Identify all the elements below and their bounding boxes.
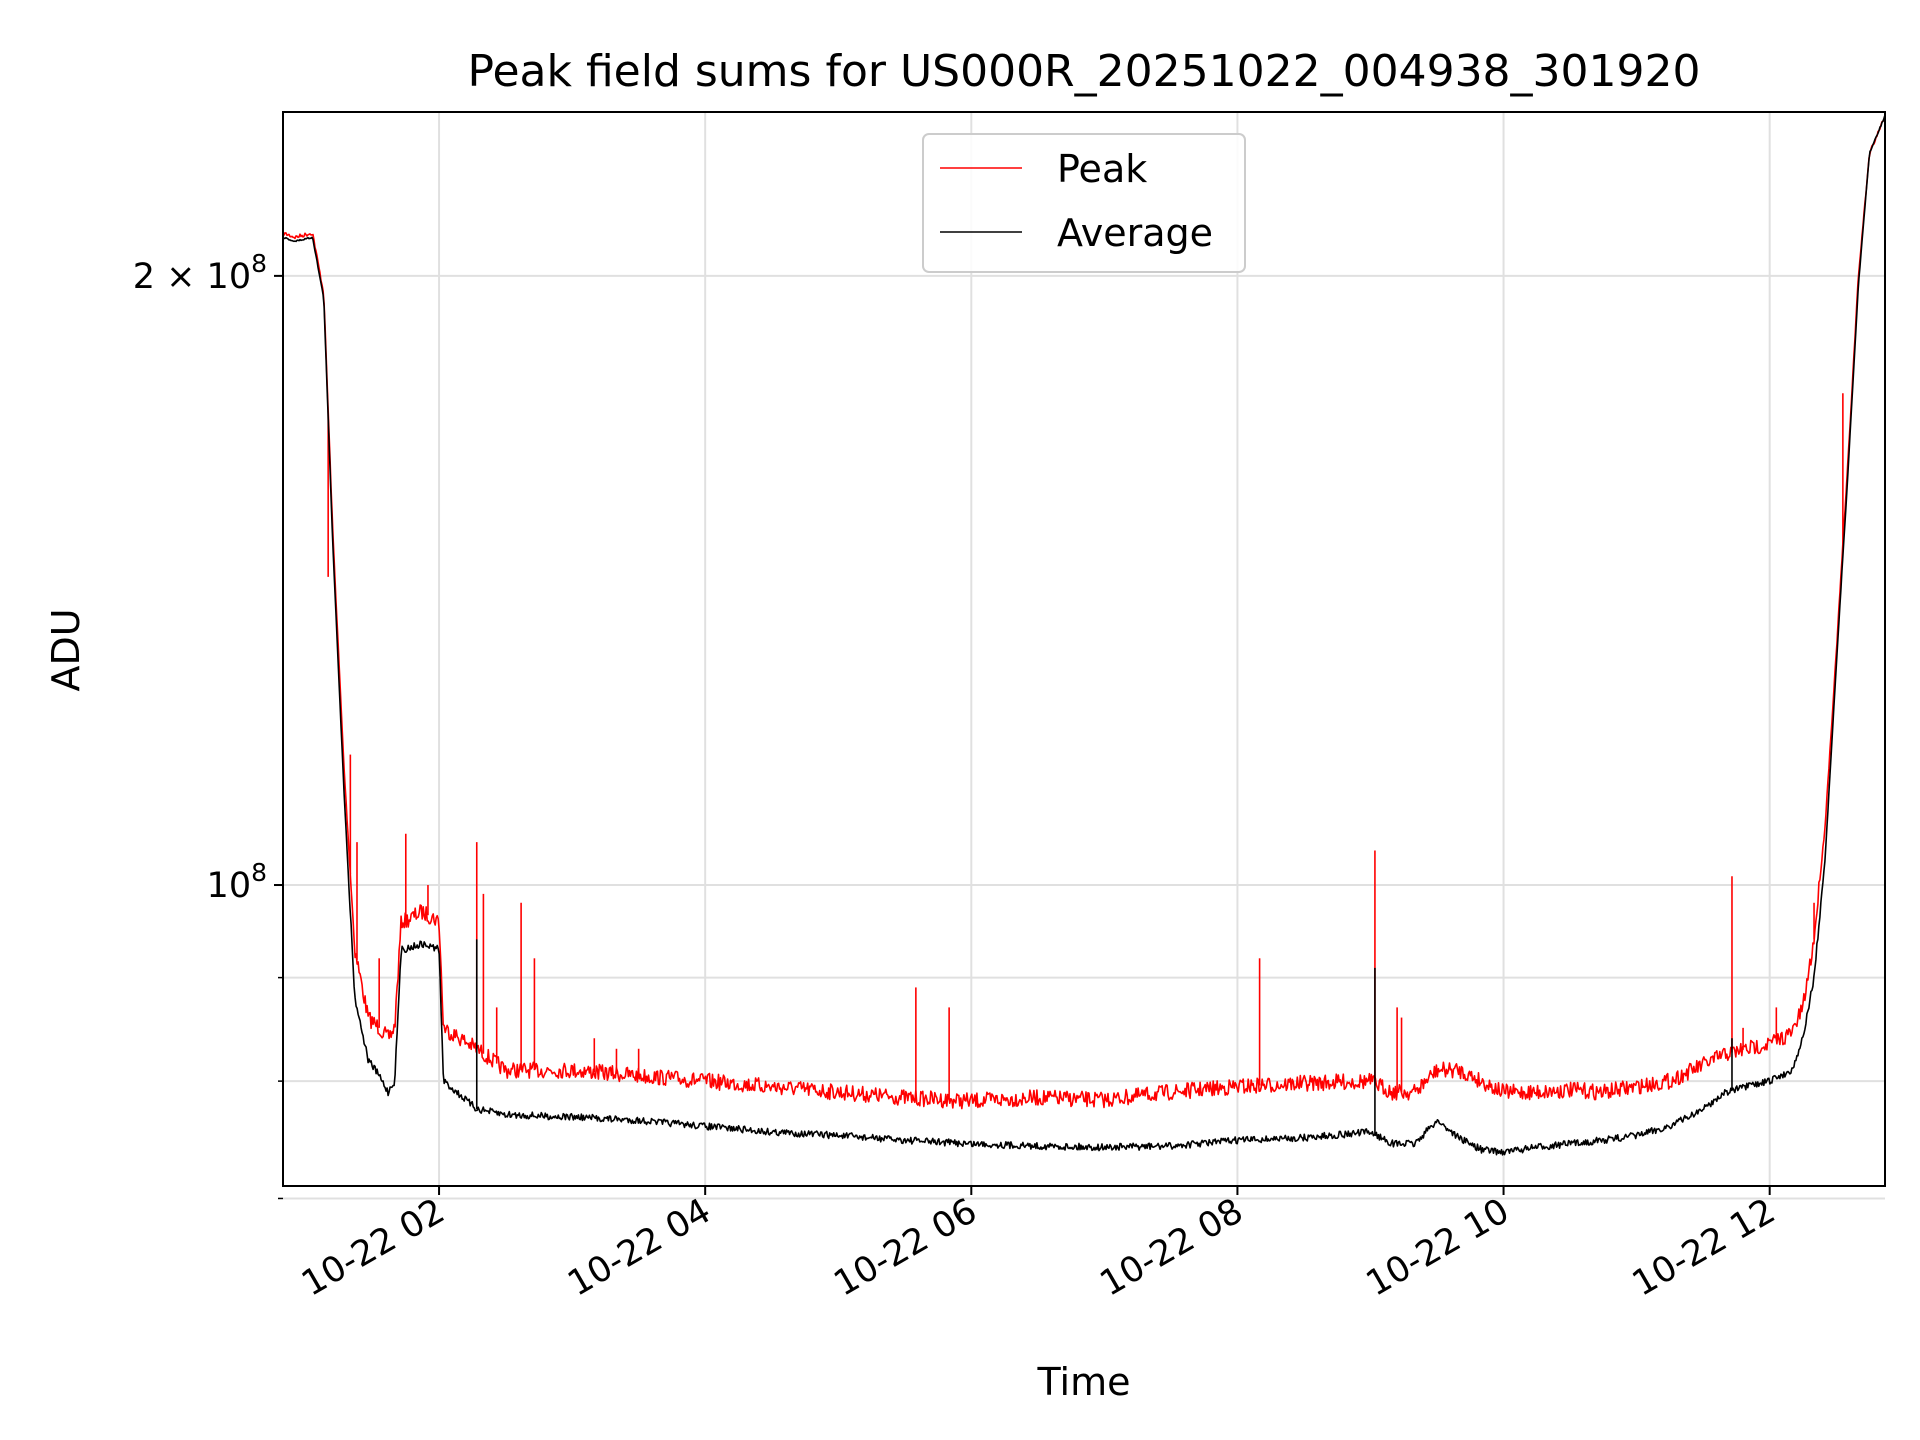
chart-title: Peak field sums for US000R_20251022_0049… (467, 46, 1700, 97)
average-series-line (283, 114, 1885, 1156)
series-layer (283, 114, 1885, 1156)
grid (283, 112, 1885, 1200)
y-axis: 108 2 × 108 (133, 249, 283, 1200)
x-tick-label: 10-22 12 (1626, 1191, 1782, 1304)
y-tick-label: 2 × 108 (133, 249, 267, 297)
x-axis-title: Time (1037, 1360, 1131, 1404)
peak-series-line (283, 114, 1885, 1110)
y-tick-label: 108 (207, 858, 267, 906)
legend: Peak Average (922, 133, 1246, 273)
x-axis: 10-22 02 10-22 04 10-22 06 10-22 08 10-22 10… (295, 1186, 1782, 1304)
x-tick-label: 10-22 08 (1094, 1191, 1250, 1304)
x-tick-label: 10-22 04 (561, 1191, 717, 1304)
plot-frame (282, 111, 1886, 1187)
legend-label-average: Average (1057, 211, 1213, 255)
x-tick-label: 10-22 06 (828, 1191, 984, 1304)
legend-label-peak: Peak (1057, 147, 1147, 191)
x-tick-label: 10-22 02 (295, 1191, 451, 1304)
x-tick-label: 10-22 10 (1360, 1191, 1516, 1304)
y-axis-title: ADU (44, 608, 88, 691)
